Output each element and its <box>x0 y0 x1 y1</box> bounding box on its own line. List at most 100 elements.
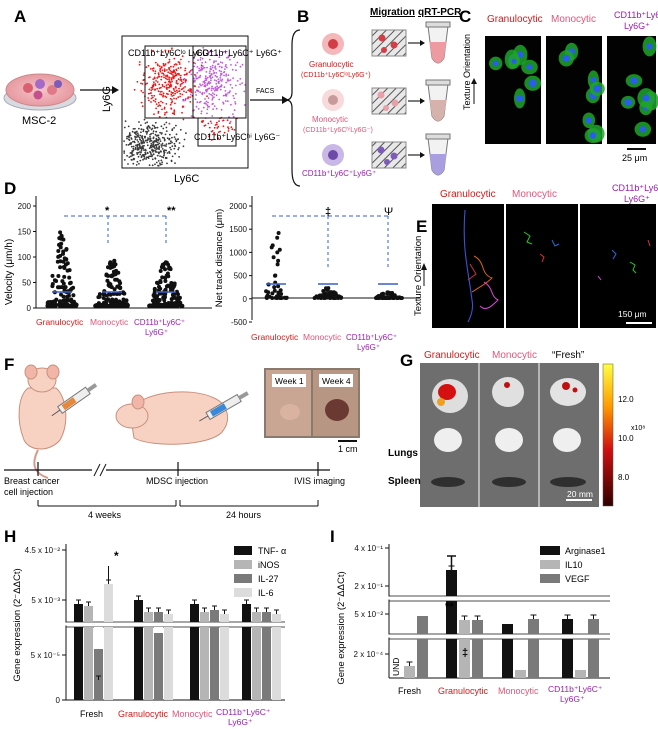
flow-event <box>180 58 182 61</box>
flow-event <box>208 58 211 61</box>
flow-event <box>195 94 198 96</box>
flow-event <box>172 65 175 68</box>
flow-event <box>141 136 143 139</box>
flow-event <box>202 106 205 109</box>
flow-event <box>211 99 214 101</box>
flow-event <box>151 149 153 152</box>
flow-event <box>180 80 183 82</box>
flow-event <box>170 65 172 68</box>
flow-event <box>213 105 216 107</box>
flow-event <box>145 156 148 159</box>
flow-event <box>203 84 206 87</box>
f-scale-label: 1 cm <box>338 444 358 454</box>
flow-event <box>138 136 141 139</box>
flow-event <box>136 153 139 156</box>
flow-event <box>163 85 166 88</box>
flow-event <box>152 144 155 147</box>
flow-event <box>209 68 212 70</box>
swarm-point <box>275 235 280 240</box>
flow-event <box>182 105 185 108</box>
flow-event <box>201 61 204 64</box>
brace-icon <box>285 29 301 187</box>
flow-event <box>147 97 150 99</box>
swarm-point <box>109 262 114 267</box>
flow-event <box>147 138 149 141</box>
flow-event <box>165 84 168 87</box>
flow-event <box>179 85 182 87</box>
flow-event <box>134 138 137 141</box>
swarm-point <box>58 265 63 270</box>
step-breast-cancer-1: Breast cancer <box>4 476 60 486</box>
swarm-point <box>59 233 64 238</box>
swarm-point <box>58 230 63 235</box>
flow-event <box>149 140 151 143</box>
flow-event <box>149 92 152 95</box>
flow-event <box>129 155 132 158</box>
flow-event <box>243 90 246 93</box>
flow-event <box>171 136 173 139</box>
flow-event <box>169 70 172 72</box>
flow-event <box>185 79 187 82</box>
flow-event <box>165 103 168 105</box>
flow-event <box>156 87 159 90</box>
c-col-dp-line2: Ly6G⁺ <box>624 21 650 31</box>
i-bar <box>472 620 483 634</box>
flow-event <box>222 119 225 122</box>
flow-event <box>228 58 231 61</box>
flow-event <box>204 61 207 64</box>
panel-letter-g: G <box>400 351 413 370</box>
swarm-point <box>123 303 128 308</box>
swarm-point <box>395 295 400 300</box>
flow-event <box>209 65 212 68</box>
flow-event <box>193 80 196 83</box>
swarm-point <box>321 289 326 293</box>
flow-event <box>227 127 230 130</box>
swarm-point <box>148 304 153 308</box>
flow-event <box>163 137 166 139</box>
swarm-point <box>117 285 122 290</box>
flow-event <box>180 88 183 91</box>
flow-event <box>139 159 142 162</box>
flow-event <box>128 133 131 136</box>
gate-monocytic-label: CD11b⁺Ly6Cʰⁱ Ly6G⁻ <box>194 132 281 142</box>
flow-event <box>162 127 165 130</box>
flow-event <box>220 70 223 73</box>
flow-event <box>157 160 160 162</box>
swarm-point <box>109 274 114 279</box>
flow-event <box>173 142 176 145</box>
i-legend: Arginase1 IL10 VEGF <box>540 546 606 584</box>
flow-event <box>233 97 236 100</box>
g-cbar-exponent: x10⁸ <box>631 425 645 432</box>
flow-event <box>155 135 158 137</box>
flow-event <box>147 156 150 159</box>
flow-event <box>174 92 177 95</box>
flow-event <box>149 127 151 129</box>
a-x-axis-label: Ly6C <box>174 173 199 185</box>
flow-event <box>152 83 155 86</box>
flow-event <box>155 145 158 147</box>
i-bar <box>515 670 526 678</box>
h-bar <box>220 627 229 700</box>
flow-event <box>175 80 178 82</box>
flow-event <box>229 122 231 124</box>
flow-event <box>208 126 211 129</box>
flow-event <box>159 155 162 158</box>
flow-event <box>171 47 173 50</box>
panel-letter-f: F <box>4 355 14 374</box>
flow-event <box>175 89 178 92</box>
dish-cell-icon <box>33 90 43 100</box>
flow-event <box>140 90 143 92</box>
spleen-monocytic <box>492 477 526 487</box>
axis-tick-label: 100 <box>18 253 32 262</box>
c-col-dp-line1: CD11b⁺Ly6C⁺ <box>614 10 658 20</box>
flow-event <box>219 77 222 79</box>
petri-dish <box>5 73 75 107</box>
flow-event <box>157 76 160 78</box>
flow-event <box>232 77 235 79</box>
flow-event <box>150 142 153 145</box>
flow-event <box>199 74 202 77</box>
flow-event <box>215 68 217 70</box>
flow-event <box>204 75 207 78</box>
flow-event <box>166 74 169 77</box>
flow-event <box>173 127 176 129</box>
